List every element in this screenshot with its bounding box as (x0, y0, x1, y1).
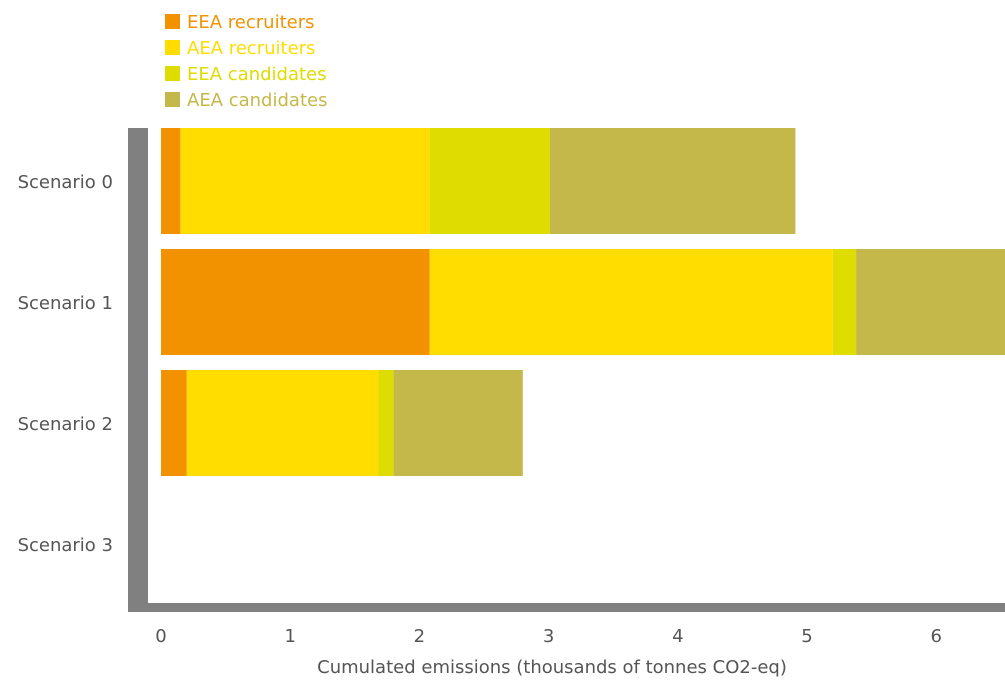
legend: EEA recruiters AEA recruiters EEA candidat… (165, 12, 327, 111)
bar-segment (186, 370, 378, 476)
legend-label: EEA candidates (187, 64, 327, 85)
bar-segment (549, 128, 796, 234)
bar-segment (429, 128, 550, 234)
legend-swatch (165, 40, 180, 55)
y-tick-label: Scenario 3 (18, 535, 113, 556)
bars-group (161, 128, 1005, 476)
bar-segment (161, 370, 187, 476)
x-tick-label: 6 (930, 626, 941, 647)
x-axis-line (128, 603, 1005, 612)
legend-swatch (165, 92, 180, 107)
y-tick-labels: Scenario 0 Scenario 1 Scenario 2 Scenario 3 (18, 172, 113, 556)
legend-label: AEA candidates (187, 90, 327, 111)
x-tick-label: 3 (543, 626, 554, 647)
bar-segment (832, 249, 857, 355)
bar-segment (161, 128, 181, 234)
y-tick-label: Scenario 1 (18, 293, 113, 314)
bar-segment (161, 249, 430, 355)
x-tick-label: 5 (801, 626, 812, 647)
legend-label: EEA recruiters (187, 12, 314, 33)
legend-label: AEA recruiters (187, 38, 315, 59)
x-tick-labels: 0 1 2 3 4 5 6 (155, 626, 942, 647)
x-tick-label: 4 (672, 626, 683, 647)
y-axis-line (128, 128, 148, 612)
bar-segment (393, 370, 523, 476)
x-tick-label: 2 (414, 626, 425, 647)
y-tick-label: Scenario 0 (18, 172, 113, 193)
legend-swatch (165, 66, 180, 81)
x-tick-label: 1 (284, 626, 295, 647)
x-tick-label: 0 (155, 626, 166, 647)
y-tick-label: Scenario 2 (18, 414, 113, 435)
bar-segment (180, 128, 430, 234)
x-axis-title: Cumulated emissions (thousands of tonnes… (317, 657, 787, 678)
bar-segment (856, 249, 1005, 355)
bar-segment (378, 370, 394, 476)
legend-swatch (165, 14, 180, 29)
bar-segment (429, 249, 833, 355)
